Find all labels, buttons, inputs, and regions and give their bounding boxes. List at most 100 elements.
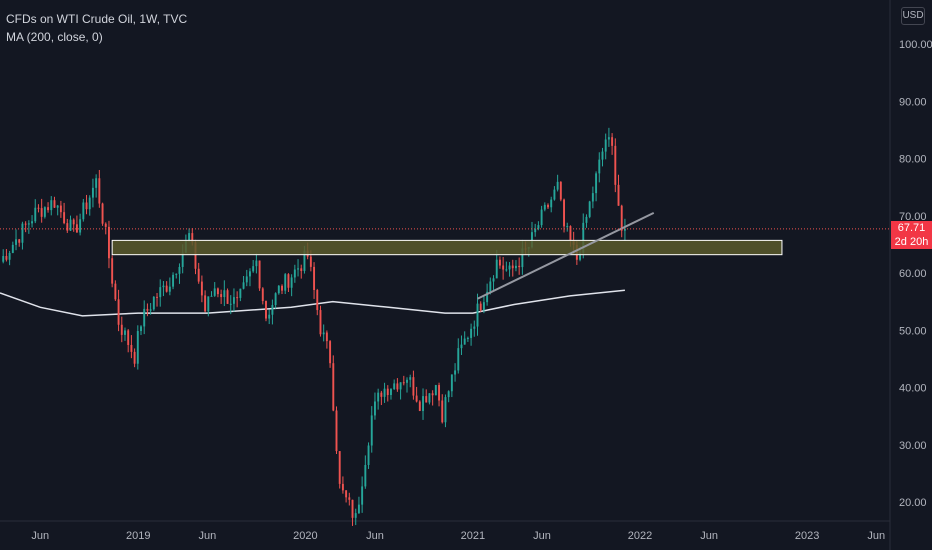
candle — [550, 196, 553, 213]
candle — [396, 378, 399, 392]
candle — [178, 263, 181, 284]
candle — [216, 287, 219, 298]
symbol-title[interactable]: CFDs on WTI Crude Oil, 1W, TVC — [6, 12, 188, 26]
candle-body — [390, 389, 392, 395]
candle — [518, 257, 521, 275]
candle-body — [120, 324, 123, 335]
price-tick-label: 20.00 — [899, 497, 927, 509]
candle-body — [473, 326, 476, 329]
candle-body — [351, 499, 354, 518]
last-price-tag: 67.71 — [891, 221, 932, 235]
trendline[interactable] — [477, 211, 655, 300]
candle-body — [460, 344, 463, 349]
candle-body — [210, 295, 213, 297]
candle-body — [261, 288, 264, 302]
candle-body — [79, 219, 82, 233]
candle — [614, 138, 617, 193]
candle-body — [152, 296, 155, 310]
candle — [380, 390, 383, 406]
candle-body — [274, 293, 277, 306]
chart-legend: CFDs on WTI Crude Oil, 1W, TVC MA (200, … — [6, 10, 187, 46]
candle-body — [255, 260, 258, 267]
candle — [498, 256, 501, 269]
candle-body — [482, 302, 485, 311]
candle — [463, 331, 466, 345]
candle-body — [531, 232, 533, 248]
candle — [204, 290, 207, 313]
candle-body — [601, 151, 604, 160]
time-tick-label: Jun — [700, 530, 718, 542]
candle — [50, 196, 53, 216]
candle-body — [229, 303, 232, 305]
time-axis[interactable]: Jun 2019 Jun 2020 Jun 2021 Jun 2022 Jun 2023 Jun — [31, 530, 885, 542]
candle-body — [309, 256, 312, 267]
candle-body — [380, 392, 383, 397]
candle — [255, 253, 258, 274]
candle — [335, 406, 338, 455]
candle-body — [98, 178, 101, 204]
candle-body — [27, 223, 30, 225]
currency-button[interactable]: USD — [901, 7, 925, 25]
candle — [428, 393, 431, 405]
candle-body — [502, 265, 505, 270]
candle-body — [588, 201, 591, 217]
candle-body — [611, 137, 614, 146]
candle — [124, 327, 126, 341]
candle-body — [232, 297, 235, 304]
candle — [313, 262, 316, 299]
candle — [152, 295, 155, 311]
candle-body — [56, 205, 59, 208]
candle-body — [258, 260, 261, 289]
candle — [82, 198, 85, 222]
candle-body — [175, 273, 178, 275]
candle-body — [617, 184, 620, 206]
candle-body — [37, 207, 40, 209]
candle-body — [623, 228, 626, 231]
time-tick-label: Jun — [366, 530, 384, 542]
candle — [21, 221, 24, 250]
support-zone-rectangle[interactable] — [111, 239, 783, 256]
candle — [373, 392, 376, 420]
candle-body — [547, 204, 549, 208]
candle-body — [534, 228, 537, 233]
candle — [588, 200, 591, 219]
candle-body — [434, 385, 437, 396]
candle — [332, 355, 335, 412]
candle-body — [15, 239, 17, 245]
candle — [11, 241, 14, 254]
candle — [53, 196, 56, 208]
candle-body — [418, 401, 421, 411]
candle-body — [281, 285, 283, 291]
candle — [508, 262, 511, 277]
candle — [245, 269, 248, 287]
candle-body — [204, 295, 207, 312]
candle — [31, 215, 34, 228]
candle-body — [168, 286, 171, 292]
candle-body — [40, 208, 43, 217]
candle-body — [402, 382, 405, 384]
indicator-label[interactable]: MA (200, close, 0) — [6, 30, 103, 44]
price-axis[interactable]: 100.00 90.00 80.00 70.00 60.00 50.00 40.00 30.0… — [899, 39, 932, 509]
candle — [210, 291, 213, 297]
candle-body — [361, 486, 364, 505]
candle-body — [207, 296, 210, 312]
candle — [595, 171, 598, 202]
time-tick-label: Jun — [867, 530, 885, 542]
candle — [107, 220, 110, 269]
candle — [101, 202, 104, 226]
candle — [450, 374, 453, 398]
candle — [454, 363, 457, 382]
candle-body — [357, 504, 360, 514]
drawings-layer[interactable] — [0, 211, 890, 300]
candle-body — [140, 326, 142, 332]
candle-body — [348, 497, 351, 500]
candle — [543, 202, 546, 212]
candle-body — [354, 513, 357, 518]
candle — [399, 382, 402, 400]
candle-body — [614, 145, 617, 185]
candle-body — [441, 400, 444, 423]
candle-body — [604, 139, 607, 152]
candle-body — [386, 388, 389, 395]
ma-200-line — [0, 289, 625, 317]
